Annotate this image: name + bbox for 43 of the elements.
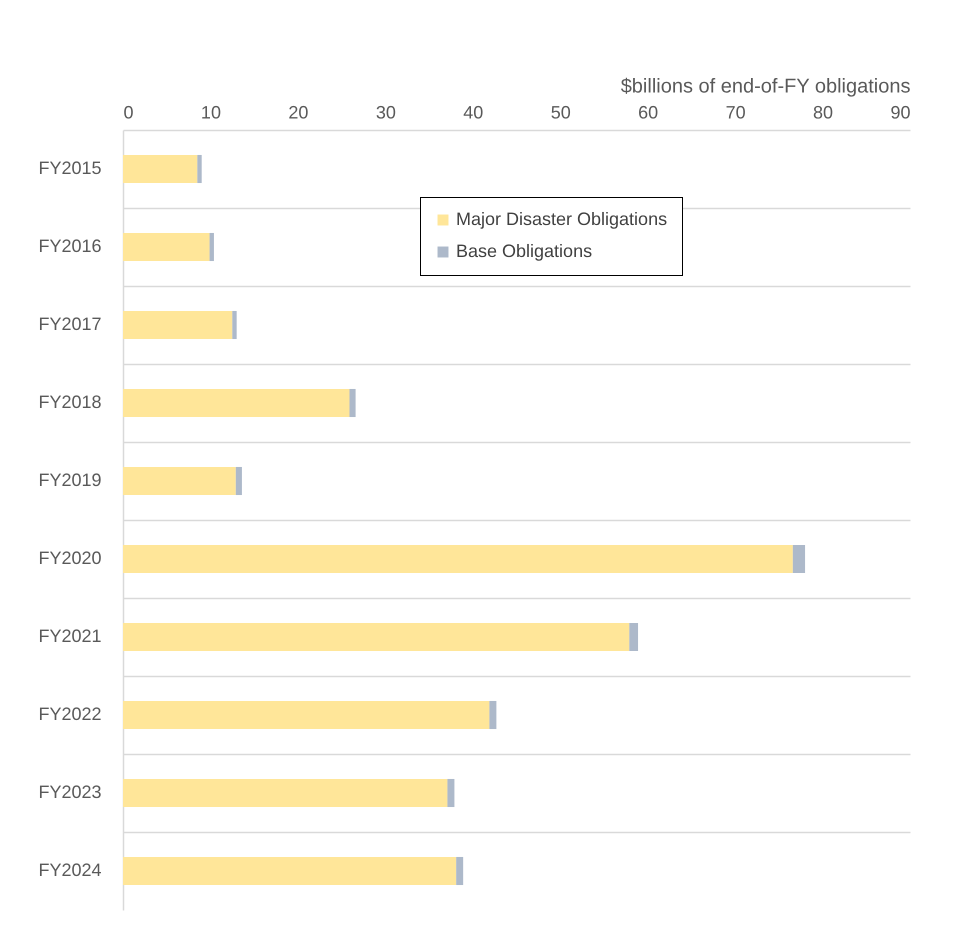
bar bbox=[123, 466, 236, 496]
x-tick-label: 40 bbox=[463, 102, 484, 122]
legend-label: Major Disaster Obligations bbox=[456, 209, 668, 229]
x-tick-label: 20 bbox=[288, 102, 308, 122]
x-tick-label: 70 bbox=[726, 102, 746, 122]
bar bbox=[792, 544, 806, 574]
y-tick-label: FY2019 bbox=[38, 470, 102, 490]
bar bbox=[123, 856, 456, 886]
bar bbox=[236, 466, 242, 496]
x-tick-label: 30 bbox=[376, 102, 396, 122]
x-tick-label: 90 bbox=[890, 102, 910, 122]
bar bbox=[197, 154, 202, 184]
bar bbox=[210, 232, 214, 262]
bar bbox=[123, 310, 232, 340]
y-tick-label: FY2016 bbox=[38, 236, 102, 256]
bar bbox=[123, 544, 793, 574]
bar bbox=[349, 388, 356, 418]
bar bbox=[123, 232, 210, 262]
y-tick-label: FY2021 bbox=[38, 626, 102, 646]
x-tick-label: 80 bbox=[813, 102, 834, 122]
bar bbox=[489, 700, 496, 730]
legend-label: Base Obligations bbox=[456, 241, 592, 261]
y-tick-label: FY2017 bbox=[38, 314, 102, 334]
y-tick-label: FY2020 bbox=[38, 548, 102, 568]
bar bbox=[447, 778, 454, 808]
y-tick-label: FY2022 bbox=[38, 704, 102, 724]
bar bbox=[123, 778, 448, 808]
bar bbox=[123, 388, 350, 418]
x-tick-label: 50 bbox=[550, 102, 571, 122]
x-axis-title: $billions of end-of-FY obligations bbox=[620, 76, 910, 98]
bar bbox=[629, 622, 638, 652]
bar bbox=[232, 310, 237, 340]
bar bbox=[456, 856, 464, 886]
y-tick-label: FY2023 bbox=[38, 782, 102, 802]
x-tick-label: 0 bbox=[124, 102, 134, 122]
bar bbox=[123, 622, 630, 652]
y-tick-label: FY2024 bbox=[38, 860, 102, 880]
x-tick-label: 60 bbox=[638, 102, 658, 122]
bar bbox=[123, 154, 198, 184]
bar bbox=[123, 700, 490, 730]
y-tick-label: FY2015 bbox=[38, 158, 102, 178]
x-tick-label: 10 bbox=[200, 102, 221, 122]
y-tick-label: FY2018 bbox=[38, 392, 102, 412]
